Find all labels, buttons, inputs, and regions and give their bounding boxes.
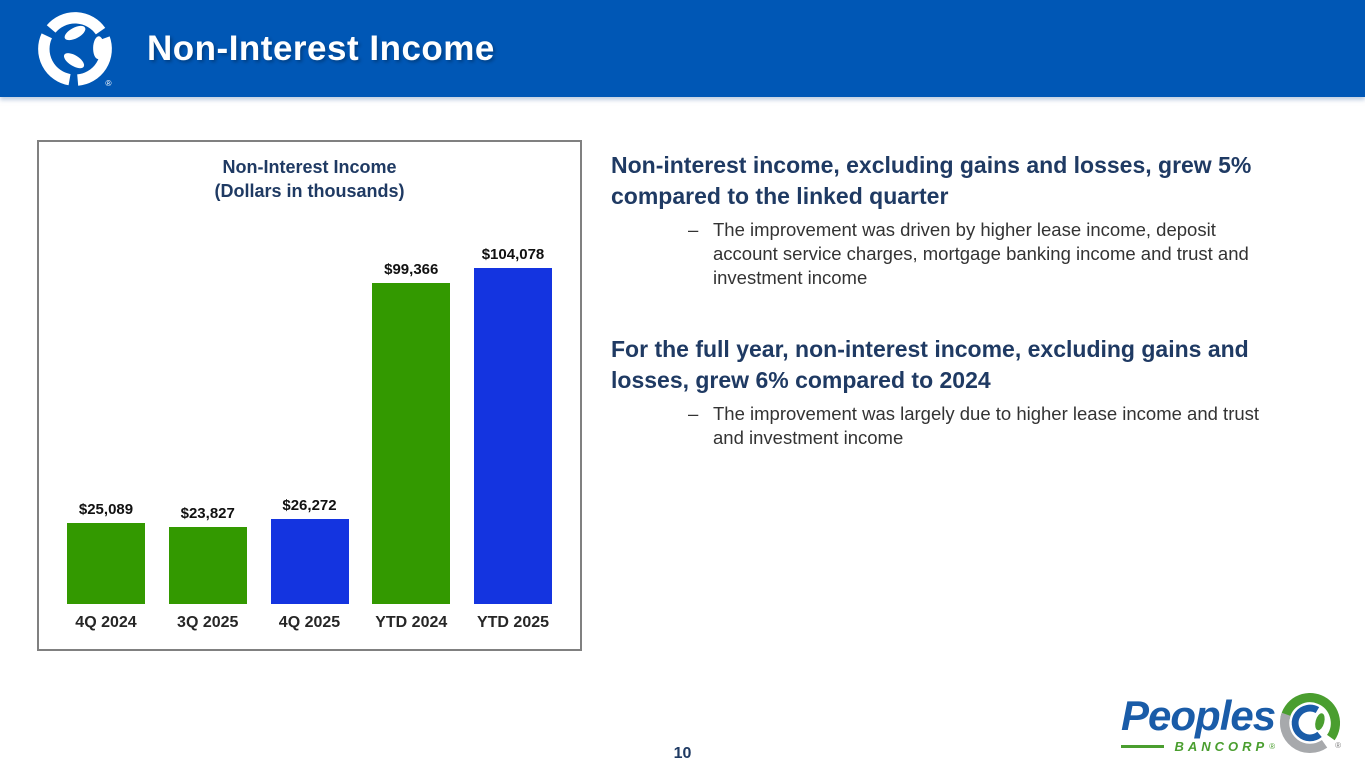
logo-text-block: Peoples BANCORP ® xyxy=(1121,692,1276,754)
bar-chart: Non-Interest Income (Dollars in thousand… xyxy=(37,140,582,651)
logo-sub-row: BANCORP ® xyxy=(1121,739,1275,754)
bullet-text: The improvement was driven by higher lea… xyxy=(713,219,1249,288)
section-linked-quarter: Non-interest income, excluding gains and… xyxy=(611,150,1316,289)
peoples-bancorp-logo: Peoples BANCORP ® ® xyxy=(1121,692,1341,754)
bar-value-label: $23,827 xyxy=(180,505,235,522)
bar-value-label: $104,078 xyxy=(481,246,545,263)
bullet-item: – The improvement was driven by higher l… xyxy=(688,218,1316,289)
bar xyxy=(67,523,145,604)
section-heading: For the full year, non-interest income, … xyxy=(611,336,1249,393)
bar-column: $26,272 xyxy=(270,497,349,604)
section-full-year: For the full year, non-interest income, … xyxy=(611,334,1316,450)
svg-text:®: ® xyxy=(105,78,112,88)
x-axis-labels: 4Q 2024 3Q 2025 4Q 2025 YTD 2024 YTD 2025 xyxy=(67,604,552,649)
bar-plot: $25,089 $23,827 $26,272 $99,366 $104,078 xyxy=(67,184,552,604)
chart-title-line2: (Dollars in thousands) xyxy=(214,181,405,202)
slide-header: ® Non-Interest Income xyxy=(0,0,1365,97)
x-axis-label: 4Q 2025 xyxy=(278,614,341,631)
page-title: Non-Interest Income xyxy=(147,28,495,68)
bar-column: $25,089 xyxy=(67,501,145,604)
registered-mark: ® xyxy=(1335,741,1341,750)
bar-column: $99,366 xyxy=(372,261,451,604)
page-number: 10 xyxy=(673,745,692,762)
logo-wordmark: Peoples xyxy=(1121,692,1276,739)
bar xyxy=(168,527,247,604)
chart-title-line1: Non-Interest Income xyxy=(222,157,397,177)
commentary-panel: Non-interest income, excluding gains and… xyxy=(611,150,1316,450)
registered-mark: ® xyxy=(1269,741,1276,751)
bar xyxy=(372,283,451,604)
bullet-text: The improvement was largely due to highe… xyxy=(713,403,1260,448)
chart-title: Non-Interest Income (Dollars in thousand… xyxy=(39,155,580,204)
bar xyxy=(270,519,349,604)
bullet-item: – The improvement was largely due to hig… xyxy=(688,402,1316,449)
bar-value-label: $26,272 xyxy=(282,497,337,514)
x-axis-label: 4Q 2024 xyxy=(75,614,137,631)
x-axis-label: 3Q 2025 xyxy=(177,614,239,631)
bar-value-label: $25,089 xyxy=(78,501,134,518)
x-axis-label: YTD 2025 xyxy=(476,614,550,631)
bar-value-label: $99,366 xyxy=(384,261,439,278)
logo-underline xyxy=(1121,744,1165,748)
bar-column: $104,078 xyxy=(474,246,552,604)
peoples-swirl-icon: ® xyxy=(38,11,112,88)
x-axis-label: YTD 2024 xyxy=(375,614,448,631)
peoples-swirl-icon xyxy=(1280,693,1341,754)
bullet-dash: – xyxy=(688,219,699,241)
section-heading: Non-interest income, excluding gains and… xyxy=(611,152,1252,209)
bullet-dash: – xyxy=(688,403,699,425)
bar xyxy=(474,268,552,604)
bar-column: $23,827 xyxy=(168,505,247,604)
logo-subtext: BANCORP xyxy=(1174,738,1269,754)
